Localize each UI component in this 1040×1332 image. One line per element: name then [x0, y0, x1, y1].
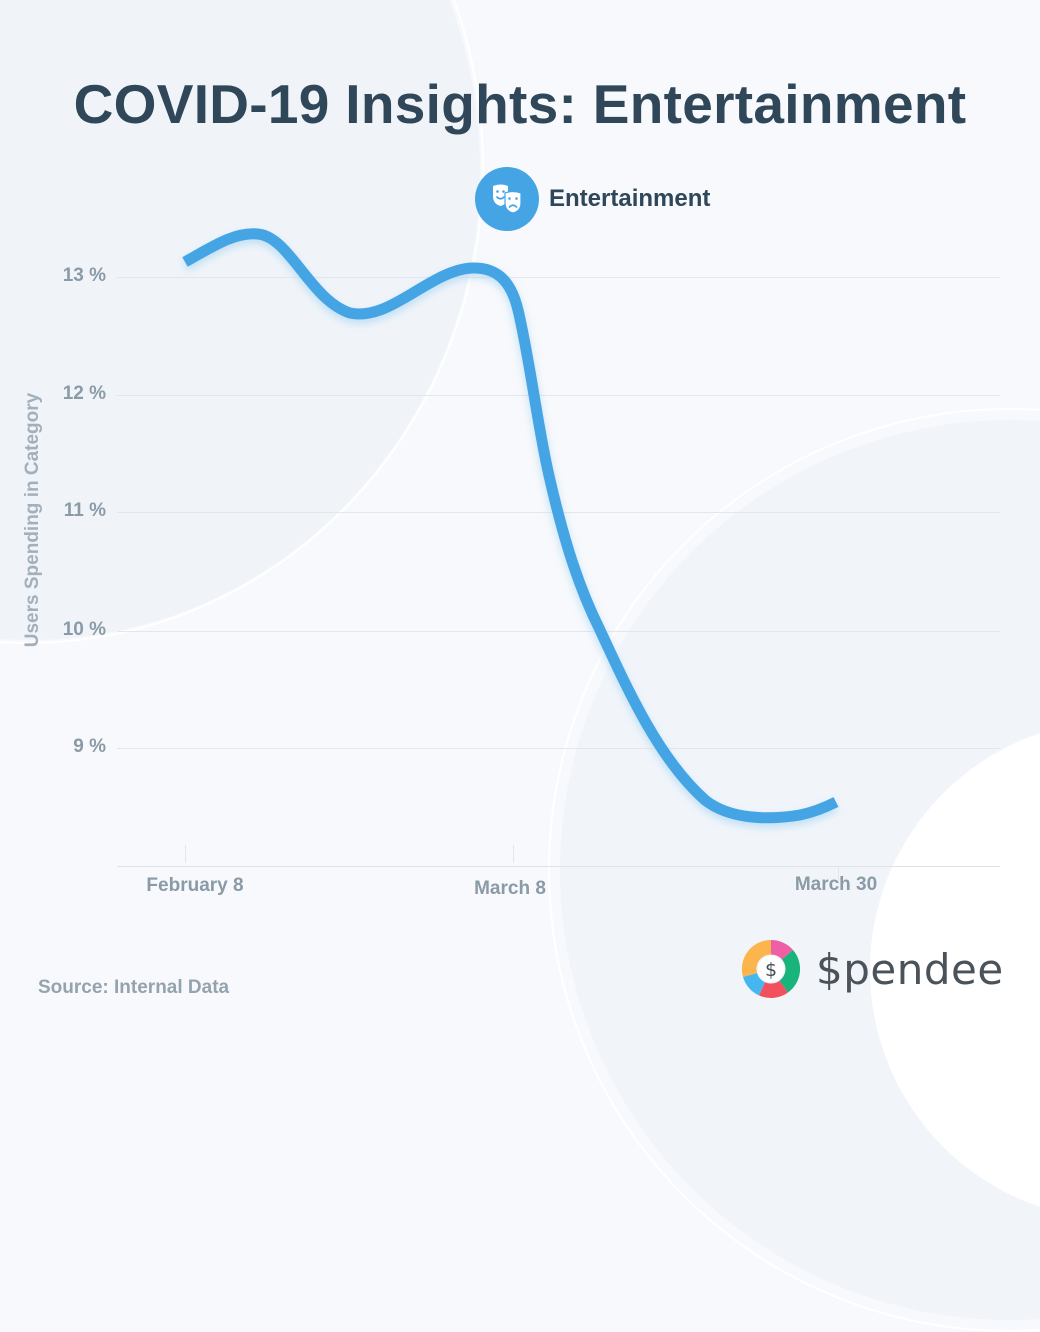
chart-legend: Entertainment: [475, 167, 710, 231]
x-tick-label: March 8: [474, 878, 546, 899]
gridline: [117, 277, 1000, 278]
brand-name: $pendee: [816, 944, 1004, 994]
entertainment-line: [182, 228, 839, 824]
y-tick-label: 9 %: [73, 736, 106, 757]
y-tick-label: 13 %: [62, 265, 106, 286]
x-tick-label: February 8: [146, 875, 244, 896]
y-tick-label: 11 %: [63, 500, 106, 521]
brand-logo: $ $pendee: [740, 938, 1004, 1000]
gridline: [117, 631, 1000, 632]
chart-title: COVID-19 Insights: Entertainment: [73, 73, 967, 135]
line-shadow: [182, 231, 839, 828]
source-note: Source: Internal Data: [38, 977, 230, 998]
x-axis: [117, 866, 1000, 867]
legend-label: Entertainment: [549, 185, 711, 212]
x-tick-label: March 30: [794, 874, 878, 895]
spendee-logo-icon: $: [741, 939, 801, 999]
svg-text:$: $: [765, 959, 777, 981]
x-tick-mark: [185, 845, 186, 863]
x-tick-mark: [513, 845, 514, 863]
gridline: [117, 395, 1000, 396]
y-tick-label: 12 %: [62, 383, 106, 404]
theater-masks-icon: [475, 167, 539, 231]
gridline: [117, 748, 1000, 749]
y-tick-label: 10 %: [62, 619, 106, 640]
line-chart-plot: [182, 228, 839, 828]
x-tick-mark: [838, 866, 839, 884]
